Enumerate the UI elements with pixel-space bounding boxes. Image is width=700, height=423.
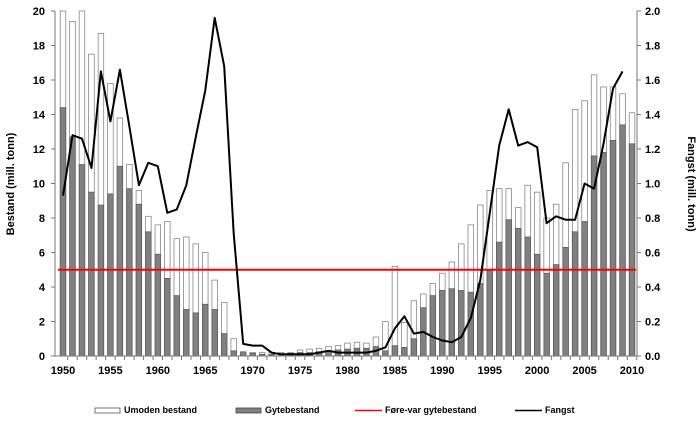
bar-gytebestand-1962 xyxy=(173,295,180,357)
y-tick-label-left: 10 xyxy=(33,179,45,191)
x-tick-label: 2010 xyxy=(620,365,644,377)
y-tick-label-left: 18 xyxy=(33,41,45,53)
x-tick-label: 2005 xyxy=(572,365,596,377)
x-tick-label: 1985 xyxy=(383,365,407,377)
bar-gytebestand-1999 xyxy=(524,236,531,357)
x-tick-label: 1960 xyxy=(146,365,170,377)
y-tick-label-left: 2 xyxy=(39,317,45,329)
bar-gytebestand-1965 xyxy=(202,303,209,357)
bar-gytebestand-1986 xyxy=(401,347,408,357)
bar-gytebestand-2002 xyxy=(552,264,560,357)
bar-gytebestand-1966 xyxy=(211,309,218,357)
y-tick-label-right: 0.8 xyxy=(645,213,660,225)
bar-gytebestand-1984 xyxy=(382,350,389,357)
bar-gytebestand-1987 xyxy=(410,338,418,357)
x-tick-label: 1980 xyxy=(335,365,359,377)
bars xyxy=(59,10,636,357)
x-tick-label: 1965 xyxy=(193,365,217,377)
x-tick-label: 1950 xyxy=(51,365,75,377)
legend-swatch-umoden xyxy=(94,407,121,414)
legend: Umoden bestand Gytebestand Føre-var gyte… xyxy=(94,405,575,415)
bar-gytebestand-1953 xyxy=(88,191,95,357)
bar-gytebestand-1967 xyxy=(221,333,228,357)
bar-gytebestand-2007 xyxy=(600,152,607,357)
bar-gytebestand-2003 xyxy=(562,246,569,357)
catch-line xyxy=(62,16,624,356)
y-tick-label-right: 1.6 xyxy=(645,75,660,87)
x-tick-label: 2000 xyxy=(525,365,549,377)
x-tick-label: 1990 xyxy=(430,365,454,377)
y-tick-label-left: 12 xyxy=(33,144,45,156)
bar-umoden-1985 xyxy=(391,265,399,357)
y-axis-label-left: Bestand (mill. tonn) xyxy=(5,132,17,235)
y-tick-label-right: 0.0 xyxy=(645,351,660,363)
bar-gytebestand-2001 xyxy=(543,272,550,357)
bar-gytebestand-1992 xyxy=(458,290,465,357)
bar-gytebestand-1997 xyxy=(505,219,512,357)
y-tick-label-left: 8 xyxy=(39,213,45,225)
bar-gytebestand-1968 xyxy=(230,350,237,357)
y-axis-label-right: Fangst (mill. tonn) xyxy=(685,136,697,232)
y-tick-label-left: 14 xyxy=(33,110,46,122)
x-tick-label: 1995 xyxy=(478,365,502,377)
x-tick-label: 1975 xyxy=(288,365,312,377)
x-tick-label: 1955 xyxy=(98,365,122,377)
y-tick-label-left: 16 xyxy=(33,75,45,87)
axes: 0 2 4 6 8 10 12 14 16 18 20 0.0 0.2 0.4 0.6 0.8 1.0 1.2 1.… xyxy=(33,6,661,377)
legend-label-umoden: Umoden bestand xyxy=(124,405,197,415)
y-tick-label-left: 20 xyxy=(33,6,45,18)
bar-gytebestand-1950 xyxy=(59,107,67,357)
bar-gytebestand-2009 xyxy=(619,124,626,357)
bar-gytebestand-1952 xyxy=(78,164,86,357)
bar-gytebestand-2010 xyxy=(628,143,636,357)
bar-gytebestand-1989 xyxy=(429,295,436,357)
y-tick-label-right: 0.2 xyxy=(645,317,660,329)
y-tick-label-left: 4 xyxy=(39,282,46,294)
y-tick-label-right: 1.8 xyxy=(645,41,660,53)
legend-label-fore-var: Føre-var gytebestand xyxy=(385,405,477,415)
bar-gytebestand-1995 xyxy=(486,269,493,357)
bar-gytebestand-1996 xyxy=(496,241,503,357)
legend-swatch-gytebestand xyxy=(235,407,262,414)
bar-gytebestand-1957 xyxy=(126,188,133,357)
y-tick-label-left: 6 xyxy=(39,248,45,260)
y-tick-label-right: 1.0 xyxy=(645,179,660,191)
bar-gytebestand-1985 xyxy=(391,345,399,357)
bar-gytebestand-1991 xyxy=(448,288,455,357)
y-tick-label-right: 1.2 xyxy=(645,144,660,156)
y-tick-label-right: 0.4 xyxy=(645,282,661,294)
bar-gytebestand-1969 xyxy=(240,352,247,357)
bar-gytebestand-1956 xyxy=(116,165,124,357)
y-tick-label-right: 1.4 xyxy=(645,110,661,122)
bar-gytebestand-1994 xyxy=(477,283,484,357)
bar-gytebestand-1998 xyxy=(515,228,522,357)
legend-label-fangst: Fangst xyxy=(545,405,575,415)
bar-gytebestand-2004 xyxy=(571,231,579,357)
bar-gytebestand-1990 xyxy=(439,290,446,357)
bar-gytebestand-1964 xyxy=(192,312,199,357)
bar-gytebestand-1961 xyxy=(164,278,171,357)
bar-gytebestand-1954 xyxy=(97,204,105,357)
bar-gytebestand-1958 xyxy=(135,203,143,357)
bar-gytebestand-1959 xyxy=(145,231,152,357)
x-tick-label: 1970 xyxy=(240,365,264,377)
bar-gytebestand-2008 xyxy=(609,140,617,357)
bar-gytebestand-1951 xyxy=(69,136,76,357)
y-tick-label-right: 2.0 xyxy=(645,6,660,18)
bar-gytebestand-1963 xyxy=(183,309,190,357)
bar-gytebestand-1955 xyxy=(107,193,114,357)
y-tick-label-left: 0 xyxy=(39,351,45,363)
y-tick-label-right: 0.6 xyxy=(645,248,660,260)
line-fangst xyxy=(62,16,624,356)
bar-gytebestand-2005 xyxy=(581,221,588,357)
legend-label-gytebestand: Gytebestand xyxy=(265,405,320,415)
